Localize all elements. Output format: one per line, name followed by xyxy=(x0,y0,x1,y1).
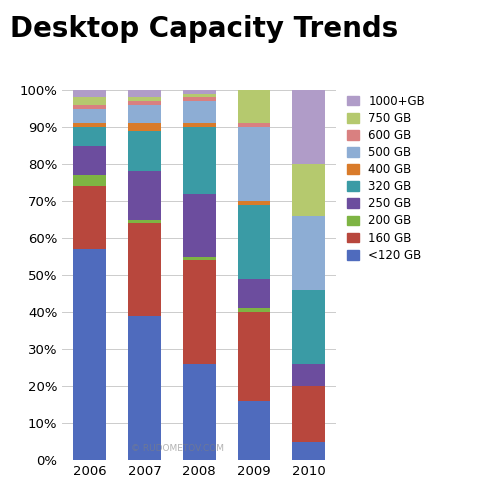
Bar xyxy=(238,204,270,279)
Bar xyxy=(183,94,216,98)
Bar xyxy=(238,308,270,312)
Text: Desktop Capacity Trends: Desktop Capacity Trends xyxy=(10,15,398,43)
Bar xyxy=(183,260,216,364)
Bar xyxy=(73,108,106,124)
Bar xyxy=(183,98,216,101)
Bar xyxy=(238,124,270,127)
Bar xyxy=(183,194,216,256)
Bar xyxy=(73,127,106,146)
Bar xyxy=(128,172,161,220)
Bar xyxy=(292,90,325,164)
Bar xyxy=(73,186,106,249)
Bar xyxy=(238,312,270,401)
Bar xyxy=(238,278,270,308)
Bar xyxy=(292,164,325,216)
Bar xyxy=(128,130,161,172)
Bar xyxy=(128,124,161,130)
Bar xyxy=(128,101,161,105)
Bar xyxy=(73,124,106,127)
Bar xyxy=(183,124,216,127)
Bar xyxy=(128,90,161,98)
Bar xyxy=(238,401,270,460)
Bar xyxy=(128,105,161,124)
Bar xyxy=(73,98,106,105)
Text: © RUDOMETOV.COM: © RUDOMETOV.COM xyxy=(131,444,224,452)
Bar xyxy=(238,90,270,124)
Bar xyxy=(73,249,106,460)
Bar xyxy=(73,146,106,175)
Bar xyxy=(73,175,106,186)
Bar xyxy=(238,127,270,201)
Legend: 1000+GB, 750 GB, 600 GB, 500 GB, 400 GB, 320 GB, 250 GB, 200 GB, 160 GB, <120 GB: 1000+GB, 750 GB, 600 GB, 500 GB, 400 GB,… xyxy=(345,92,427,264)
Bar xyxy=(128,223,161,316)
Bar xyxy=(183,101,216,124)
Bar xyxy=(292,216,325,290)
Bar xyxy=(73,90,106,98)
Bar xyxy=(183,90,216,94)
Bar xyxy=(183,256,216,260)
Bar xyxy=(183,127,216,194)
Bar xyxy=(128,98,161,101)
Bar xyxy=(238,201,270,204)
Bar xyxy=(128,316,161,460)
Bar xyxy=(292,364,325,386)
Bar xyxy=(73,105,106,108)
Bar xyxy=(128,220,161,223)
Bar xyxy=(292,386,325,442)
Bar xyxy=(292,442,325,460)
Bar xyxy=(292,290,325,364)
Bar xyxy=(183,364,216,460)
